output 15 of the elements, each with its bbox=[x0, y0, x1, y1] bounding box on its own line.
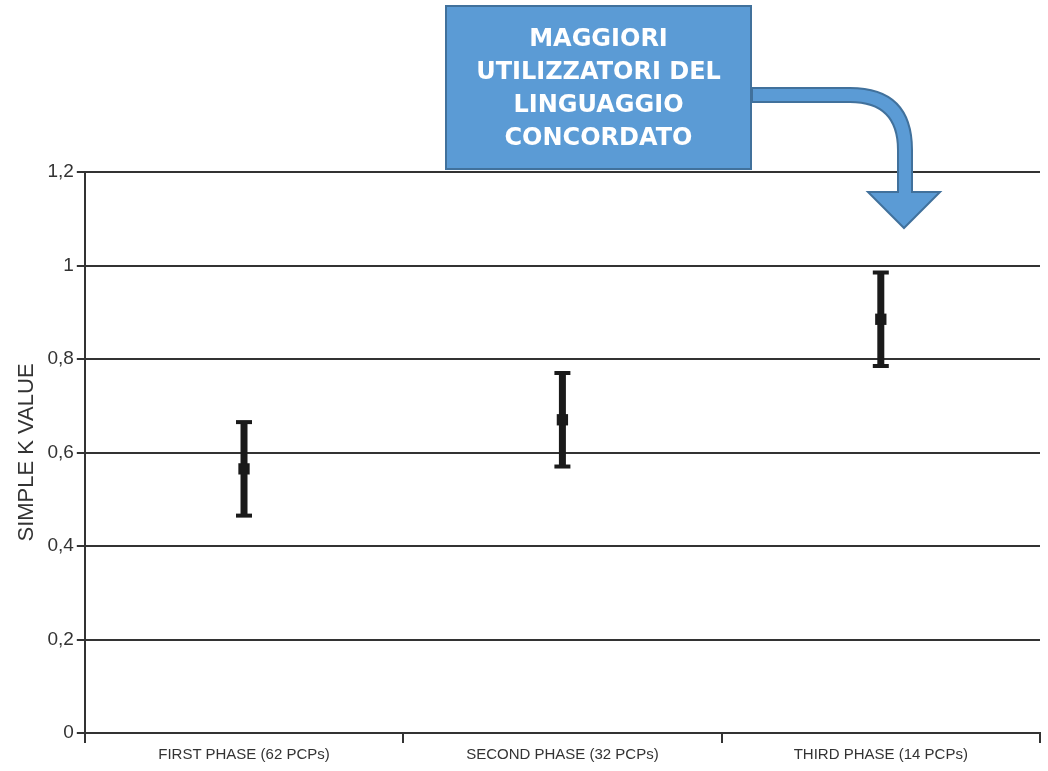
y-tick-label: 0 bbox=[63, 721, 74, 743]
text: MAGGIORI UTILIZZATORI DEL LINGUAGGIO CONCORDATO bbox=[445, 5, 752, 170]
y-tick-label: 0,6 bbox=[47, 440, 74, 462]
y-axis-title: SIMPLE K VALUE bbox=[13, 363, 39, 542]
point bbox=[556, 414, 569, 426]
y-tick-label: 0,8 bbox=[47, 347, 74, 369]
y-tick-label: 0,4 bbox=[47, 534, 75, 556]
y-tick-label: 0,2 bbox=[47, 627, 74, 649]
x-tick-label: SECOND PHASE (32 PCPs) bbox=[466, 745, 659, 763]
y-tick-label: 1,2 bbox=[47, 160, 74, 182]
point bbox=[238, 463, 250, 475]
point bbox=[875, 313, 887, 325]
y-tick-label: 1 bbox=[63, 253, 74, 275]
x-tick-label: THIRD PHASE (14 PCPs) bbox=[793, 745, 968, 763]
x-tick-label: FIRST PHASE (62 PCPs) bbox=[158, 745, 330, 763]
